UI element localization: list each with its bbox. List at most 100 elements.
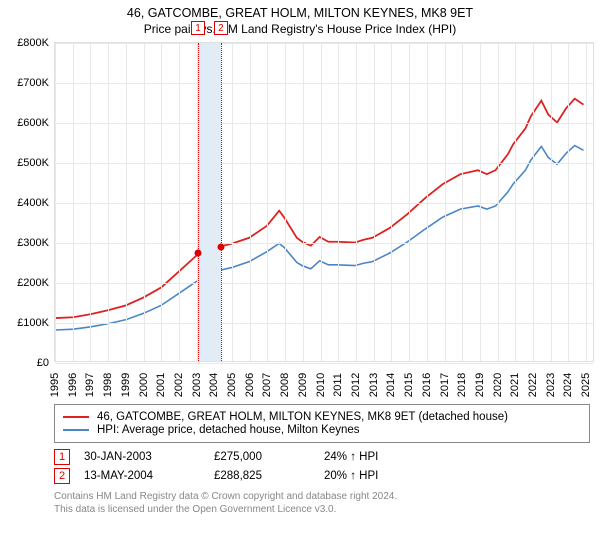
sale-row-badge: 1 (54, 449, 70, 465)
sale-vline (198, 43, 199, 361)
gridline-v (462, 43, 463, 361)
x-tick-label: 2010 (315, 373, 327, 397)
x-tick-label: 2021 (509, 373, 521, 397)
x-tick-label: 2024 (562, 373, 574, 397)
x-tick-label: 2004 (208, 373, 220, 397)
y-tick-label: £500K (17, 157, 49, 169)
sales-table: 1 30-JAN-2003£275,00024% ↑ HPI 2 13-MAY-200… (10, 449, 590, 484)
gridline-v (303, 43, 304, 361)
gridline-v (568, 43, 569, 361)
x-tick-label: 2013 (368, 373, 380, 397)
gridline-v (90, 43, 91, 361)
sale-row-delta: 20% ↑ HPI (324, 470, 434, 482)
sale-vline (221, 43, 222, 361)
footnote-line-2: This data is licensed under the Open Gov… (54, 503, 590, 516)
x-tick-label: 2005 (226, 373, 238, 397)
x-tick-label: 2020 (492, 373, 504, 397)
x-tick-label: 2018 (456, 373, 468, 397)
x-tick-label: 2017 (439, 373, 451, 397)
sale-row-date: 30-JAN-2003 (84, 451, 214, 463)
sale-row-price: £275,000 (214, 451, 324, 463)
sale-badge: 2 (214, 21, 228, 35)
gridline-v (321, 43, 322, 361)
gridline-h (55, 363, 593, 364)
sale-row-delta: 24% ↑ HPI (324, 451, 434, 463)
chart-title: 46, GATCOMBE, GREAT HOLM, MILTON KEYNES,… (10, 6, 590, 20)
x-tick-label: 2006 (244, 373, 256, 397)
x-tick-label: 2002 (173, 373, 185, 397)
sale-period-band (198, 43, 221, 361)
line-layer (55, 43, 593, 361)
legend-label: HPI: Average price, detached house, Milt… (97, 424, 360, 436)
gridline-h (55, 163, 593, 164)
legend-label: 46, GATCOMBE, GREAT HOLM, MILTON KEYNES,… (97, 411, 508, 423)
footnote-line-1: Contains HM Land Registry data © Crown c… (54, 490, 590, 503)
figure: 46, GATCOMBE, GREAT HOLM, MILTON KEYNES,… (0, 0, 600, 560)
gridline-h (55, 283, 593, 284)
gridline-v (214, 43, 215, 361)
x-tick-label: 2003 (191, 373, 203, 397)
gridline-v (533, 43, 534, 361)
x-tick-label: 2014 (385, 373, 397, 397)
legend-row: HPI: Average price, detached house, Milt… (63, 424, 581, 436)
gridline-v (267, 43, 268, 361)
gridline-v (551, 43, 552, 361)
gridline-v (356, 43, 357, 361)
x-tick-label: 1999 (120, 373, 132, 397)
gridline-v (391, 43, 392, 361)
gridline-v (179, 43, 180, 361)
gridline-v (409, 43, 410, 361)
y-tick-label: £300K (17, 237, 49, 249)
legend-row: 46, GATCOMBE, GREAT HOLM, MILTON KEYNES,… (63, 411, 581, 423)
sale-row-date: 13-MAY-2004 (84, 470, 214, 482)
x-tick-label: 1998 (102, 373, 114, 397)
chart-subtitle: Price paid vs. HM Land Registry's House … (10, 22, 590, 36)
gridline-v (515, 43, 516, 361)
gridline-v (338, 43, 339, 361)
x-tick-label: 2011 (332, 373, 344, 397)
gridline-v (55, 43, 56, 361)
gridline-v (285, 43, 286, 361)
x-tick-label: 2025 (580, 373, 592, 397)
gridline-v (427, 43, 428, 361)
gridline-v (445, 43, 446, 361)
gridline-v (480, 43, 481, 361)
gridline-h (55, 43, 593, 44)
x-tick-label: 2001 (155, 373, 167, 397)
gridline-v (126, 43, 127, 361)
legend-swatch (63, 429, 89, 431)
series-property (56, 99, 584, 318)
x-tick-label: 2007 (261, 373, 273, 397)
sale-row-badge: 2 (54, 468, 70, 484)
gridline-h (55, 203, 593, 204)
legend-swatch (63, 416, 89, 418)
sale-badge: 1 (191, 21, 205, 35)
y-tick-label: £400K (17, 197, 49, 209)
gridline-v (108, 43, 109, 361)
y-tick-label: £100K (17, 317, 49, 329)
gridline-v (586, 43, 587, 361)
y-tick-label: £800K (17, 37, 49, 49)
gridline-v (73, 43, 74, 361)
x-tick-label: 2023 (545, 373, 557, 397)
gridline-h (55, 83, 593, 84)
gridline-v (498, 43, 499, 361)
gridline-v (250, 43, 251, 361)
x-tick-label: 2008 (279, 373, 291, 397)
gridline-h (55, 323, 593, 324)
x-tick-label: 1995 (49, 373, 61, 397)
x-tick-label: 2009 (297, 373, 309, 397)
y-tick-label: £0 (37, 357, 49, 369)
x-tick-label: 1997 (84, 373, 96, 397)
sale-row: 1 30-JAN-2003£275,00024% ↑ HPI (54, 449, 590, 465)
gridline-v (232, 43, 233, 361)
sale-row-price: £288,825 (214, 470, 324, 482)
gridline-h (55, 243, 593, 244)
y-tick-label: £600K (17, 117, 49, 129)
chart-area: £0£100K£200K£300K£400K£500K£600K£700K£80… (54, 42, 584, 362)
sale-row: 2 13-MAY-2004£288,82520% ↑ HPI (54, 468, 590, 484)
plot-area: £0£100K£200K£300K£400K£500K£600K£700K£80… (54, 42, 594, 362)
x-tick-label: 2012 (350, 373, 362, 397)
gridline-v (374, 43, 375, 361)
sale-point (195, 250, 202, 257)
